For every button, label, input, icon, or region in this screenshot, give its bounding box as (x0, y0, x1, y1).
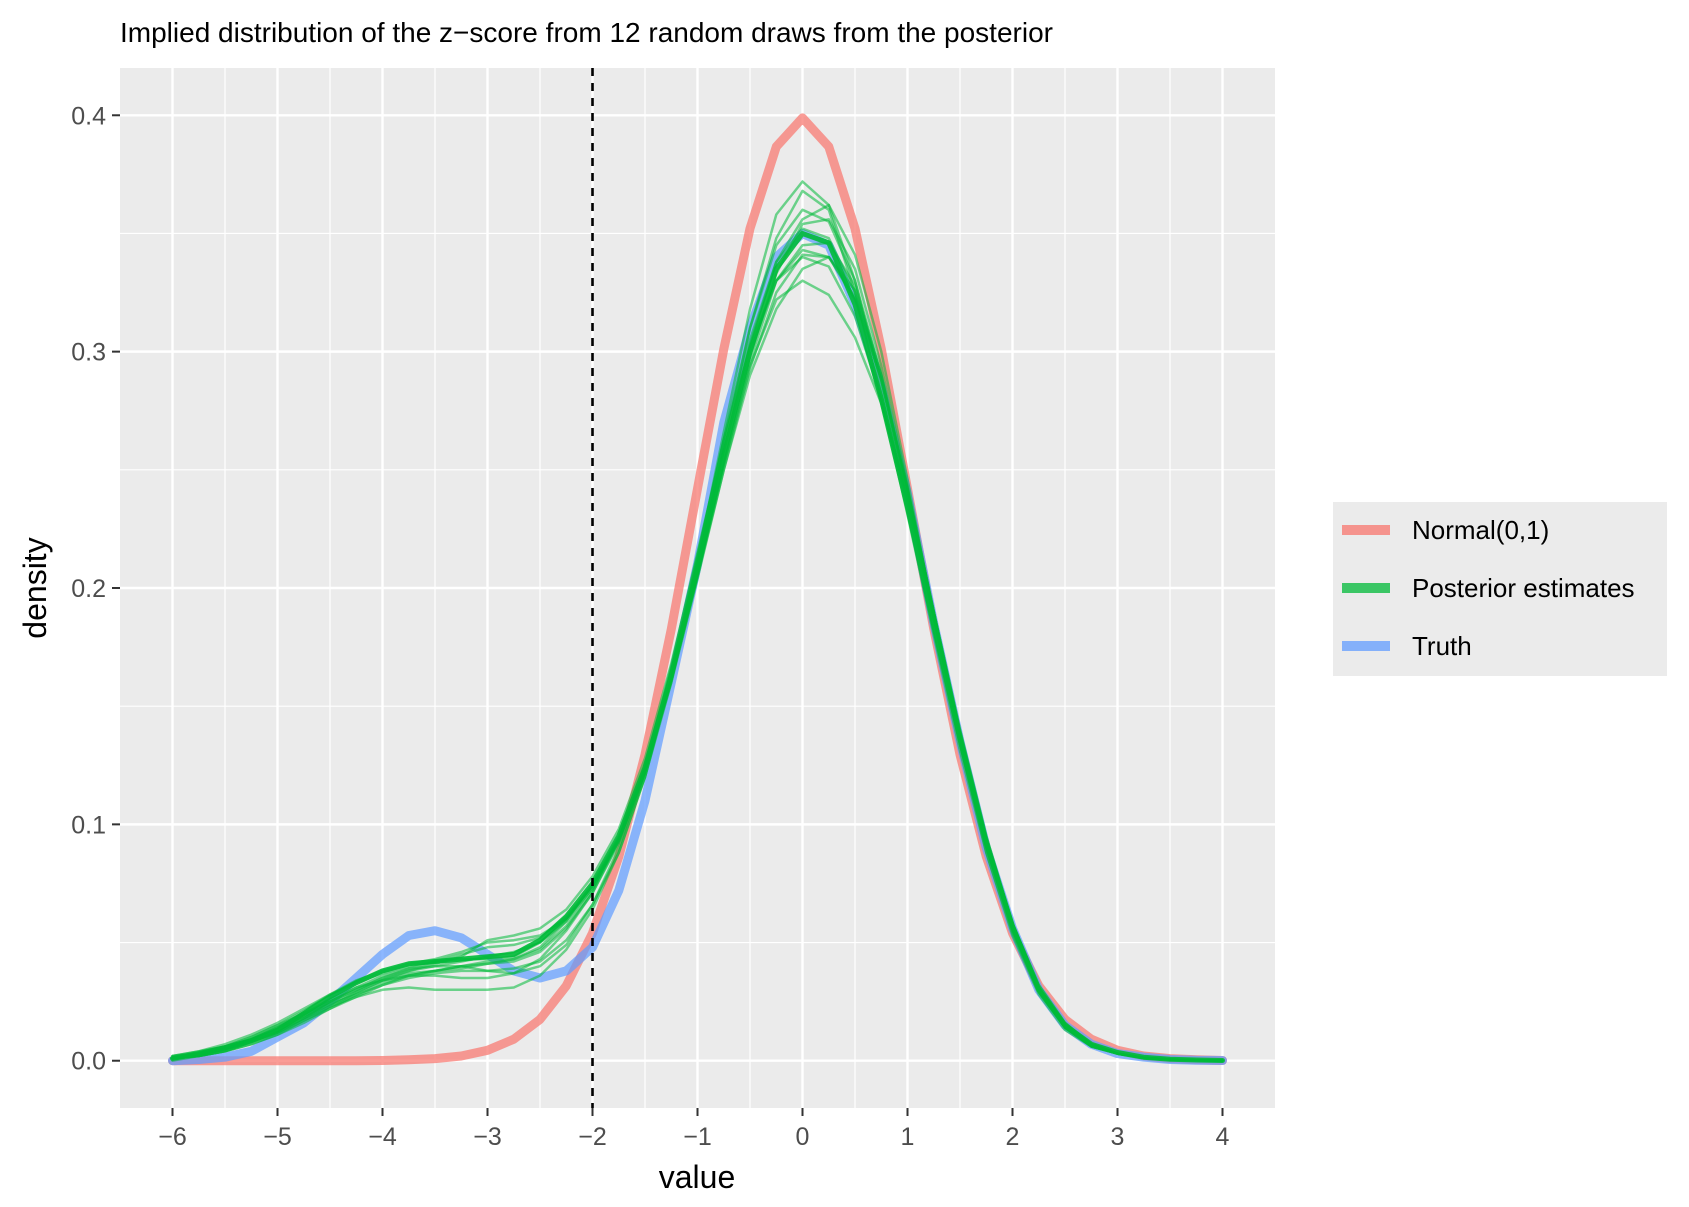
y-tick-label: 0.2 (71, 575, 106, 603)
x-tick-label: 4 (1216, 1123, 1230, 1151)
x-tick-label: −1 (683, 1123, 712, 1151)
x-axis-title: value (659, 1159, 736, 1195)
legend-label: Truth (1412, 631, 1472, 661)
y-tick-label: 0.1 (71, 811, 106, 839)
x-axis: −6 −5 −4 −3 −2 −1 0 1 2 3 4 (158, 1108, 1230, 1151)
x-tick-label: 2 (1006, 1123, 1020, 1151)
legend-label: Posterior estimates (1412, 573, 1635, 603)
y-axis: 0.0 0.1 0.2 0.3 0.4 (71, 102, 120, 1076)
legend: Normal(0,1) Posterior estimates Truth (1333, 502, 1667, 676)
series-line-posterior-estimates (170, 231, 1225, 1063)
y-tick-label: 0.0 (71, 1048, 106, 1076)
y-tick-label: 0.4 (71, 102, 106, 130)
x-tick-label: 0 (796, 1123, 810, 1151)
series-layer (168, 113, 1227, 1066)
y-axis-title: density (17, 537, 53, 638)
x-tick-label: −2 (578, 1123, 607, 1151)
legend-label: Normal(0,1) (1412, 515, 1549, 545)
x-tick-label: 3 (1111, 1123, 1125, 1151)
x-tick-label: −5 (263, 1123, 292, 1151)
x-tick-label: 1 (901, 1123, 915, 1151)
x-tick-label: −6 (158, 1123, 187, 1151)
x-tick-label: −3 (473, 1123, 502, 1151)
x-tick-label: −4 (368, 1123, 397, 1151)
y-tick-label: 0.3 (71, 339, 106, 367)
chart-title: Implied distribution of the z−score from… (120, 17, 1053, 48)
